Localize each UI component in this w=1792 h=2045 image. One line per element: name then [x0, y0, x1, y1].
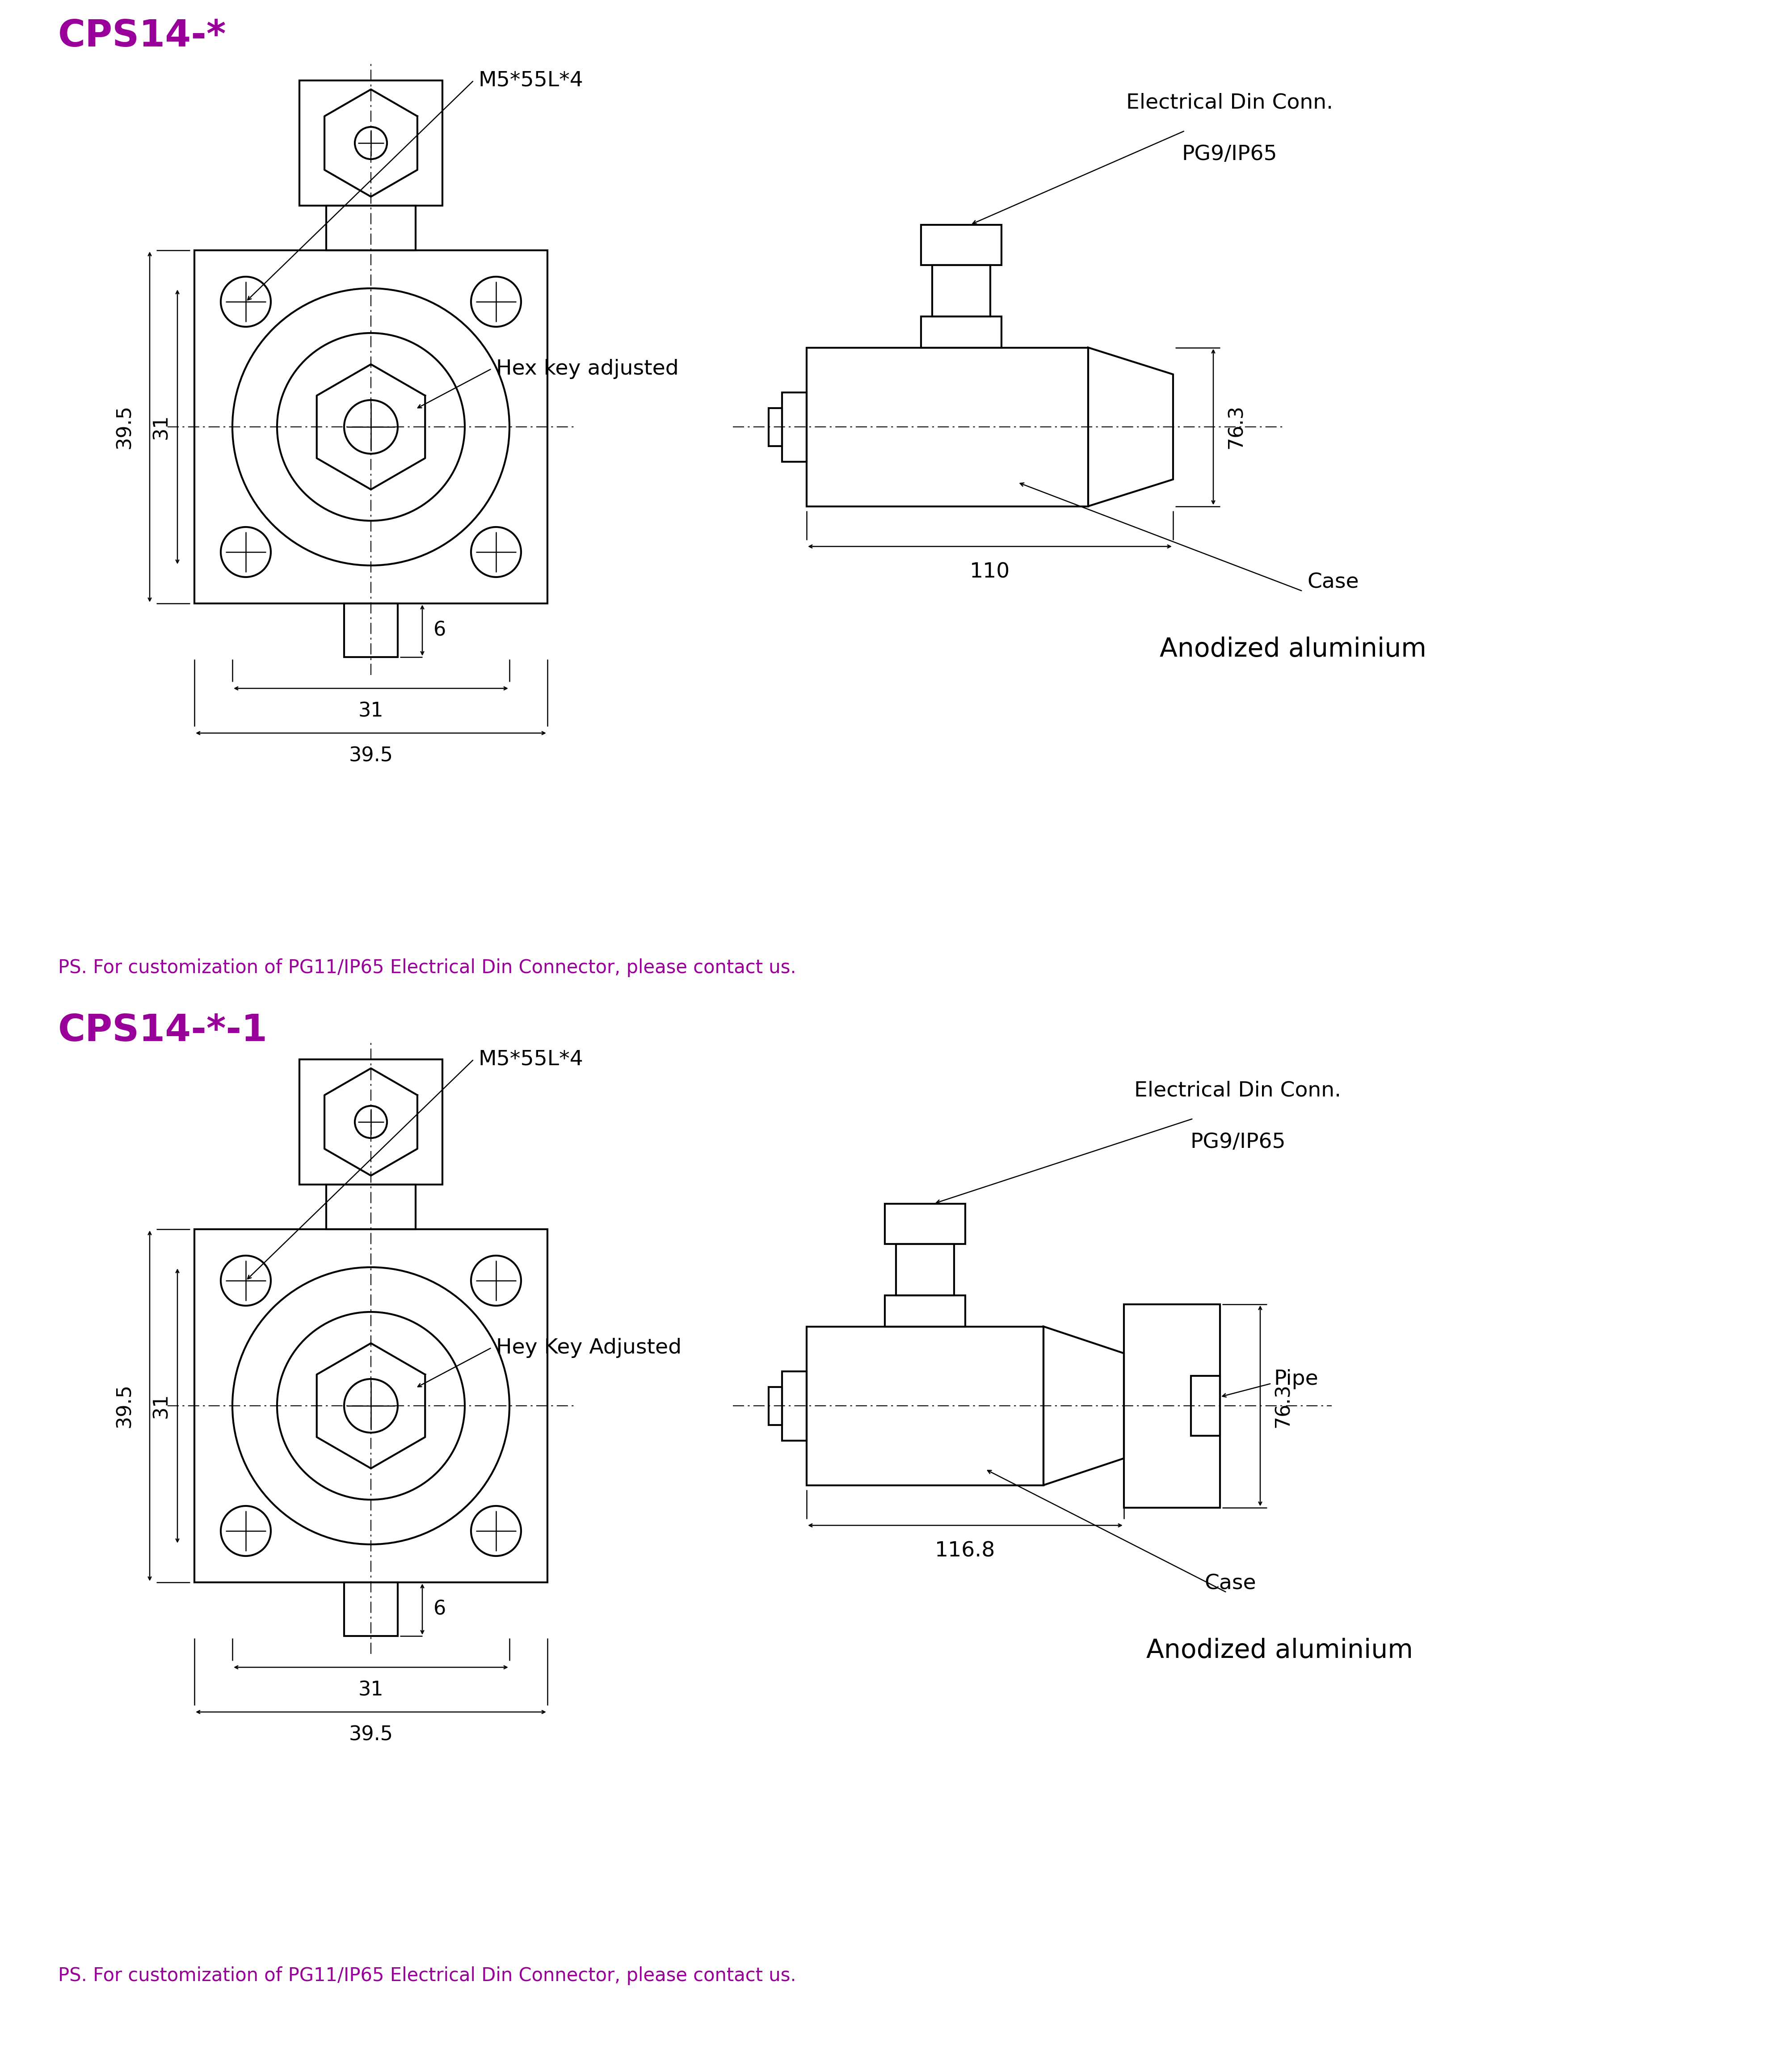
Text: 39.5: 39.5	[349, 746, 392, 765]
Text: 76.3: 76.3	[1274, 1384, 1292, 1427]
Text: 110: 110	[969, 562, 1011, 583]
Text: 31: 31	[358, 1681, 383, 1699]
Bar	[769, 407, 781, 446]
Text: PS. For customization of PG11/IP65 Electrical Din Connector, please contact us.: PS. For customization of PG11/IP65 Elect…	[57, 959, 796, 978]
Bar	[194, 249, 547, 603]
Text: 116.8: 116.8	[935, 1542, 996, 1560]
Text: CPS14-*-1: CPS14-*-1	[57, 1012, 267, 1049]
Bar	[326, 1184, 416, 1229]
Text: PS. For customization of PG11/IP65 Electrical Din Connector, please contact us.: PS. For customization of PG11/IP65 Elect…	[57, 1967, 796, 1986]
Text: 39.5: 39.5	[349, 1726, 392, 1744]
Bar	[344, 603, 398, 656]
Bar	[921, 225, 1002, 266]
Text: Case: Case	[1204, 1573, 1256, 1593]
Text: 31: 31	[152, 415, 170, 440]
Bar	[1192, 1376, 1220, 1436]
Text: M5*55L*4: M5*55L*4	[478, 70, 582, 90]
Text: 31: 31	[152, 1393, 170, 1419]
Bar	[769, 1387, 781, 1425]
Text: PG9/IP65: PG9/IP65	[1183, 143, 1278, 164]
Bar	[194, 1229, 547, 1583]
Text: CPS14-*: CPS14-*	[57, 18, 226, 53]
Text: 39.5: 39.5	[115, 1384, 134, 1427]
Text: 6: 6	[434, 620, 446, 640]
Text: Electrical Din Conn.: Electrical Din Conn.	[1134, 1080, 1342, 1100]
Bar	[806, 1327, 1043, 1485]
Bar	[885, 1205, 966, 1243]
Text: M5*55L*4: M5*55L*4	[478, 1049, 582, 1070]
Bar	[299, 80, 443, 207]
Bar	[1124, 1305, 1220, 1507]
Text: Anodized aluminium: Anodized aluminium	[1147, 1638, 1414, 1663]
Bar	[781, 1370, 806, 1440]
Bar	[344, 1583, 398, 1636]
Bar	[326, 207, 416, 249]
Text: Pipe: Pipe	[1274, 1368, 1319, 1389]
Bar	[896, 1243, 953, 1294]
Text: 31: 31	[358, 701, 383, 722]
Text: 39.5: 39.5	[115, 405, 134, 450]
Text: Electrical Din Conn.: Electrical Din Conn.	[1125, 92, 1333, 112]
Bar	[932, 266, 991, 317]
Text: 76.3: 76.3	[1228, 405, 1245, 450]
Text: 6: 6	[434, 1599, 446, 1620]
Bar	[299, 1059, 443, 1184]
Bar	[781, 393, 806, 462]
Text: Anodized aluminium: Anodized aluminium	[1159, 636, 1426, 663]
Text: PG9/IP65: PG9/IP65	[1190, 1133, 1285, 1151]
Bar	[806, 348, 1088, 507]
Text: Case: Case	[1306, 573, 1358, 593]
Bar	[921, 317, 1002, 348]
Text: Hey Key Adjusted: Hey Key Adjusted	[496, 1337, 681, 1358]
Bar	[885, 1294, 966, 1327]
Text: Hex key adjusted: Hex key adjusted	[496, 358, 679, 378]
